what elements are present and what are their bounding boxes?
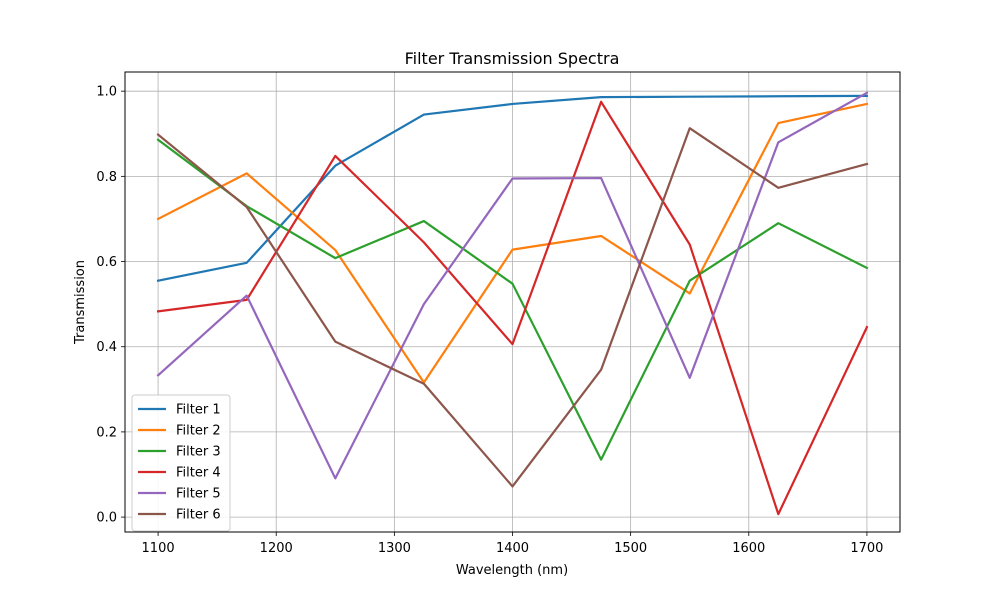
series-line-filter-1 xyxy=(156,94,869,282)
series-line-filter-5 xyxy=(156,91,869,480)
y-tick-label: 0.0 xyxy=(96,511,117,526)
legend-label: Filter 3 xyxy=(176,445,221,460)
x-tick-label: 1700 xyxy=(850,541,883,556)
x-tick-label: 1300 xyxy=(378,541,411,556)
x-axis-label: Wavelength (nm) xyxy=(456,563,568,578)
chart-title: Filter Transmission Spectra xyxy=(405,49,620,68)
grid xyxy=(125,72,900,532)
series-line-filter-2 xyxy=(156,102,869,384)
y-tick-label: 0.2 xyxy=(96,425,117,440)
legend-label: Filter 1 xyxy=(176,403,221,418)
x-axis-ticks: 1100 1200 1300 1400 1500 1600 1700 xyxy=(142,532,883,556)
x-tick-label: 1600 xyxy=(732,541,765,556)
y-tick-label: 0.4 xyxy=(96,340,117,355)
x-tick-label: 1200 xyxy=(260,541,293,556)
x-tick-label: 1400 xyxy=(496,541,529,556)
y-tick-label: 0.8 xyxy=(96,170,117,185)
legend-label: Filter 4 xyxy=(176,466,221,481)
legend-label: Filter 2 xyxy=(176,424,221,439)
x-tick-label: 1100 xyxy=(142,541,175,556)
legend: Filter 1 Filter 2 Filter 3 Filter 4 Filter 5… xyxy=(131,394,231,532)
legend-label: Filter 6 xyxy=(176,508,221,523)
series-line-filter-6 xyxy=(156,127,869,488)
y-tick-label: 0.6 xyxy=(96,255,117,270)
series-lines xyxy=(156,91,869,516)
legend-label: Filter 5 xyxy=(176,487,221,502)
y-axis-label: Transmission xyxy=(73,260,88,345)
series-line-filter-3 xyxy=(156,138,869,461)
x-tick-label: 1500 xyxy=(614,541,647,556)
y-tick-label: 1.0 xyxy=(96,85,117,100)
y-axis-ticks: 0.0 0.2 0.4 0.6 0.8 1.0 xyxy=(96,85,125,526)
